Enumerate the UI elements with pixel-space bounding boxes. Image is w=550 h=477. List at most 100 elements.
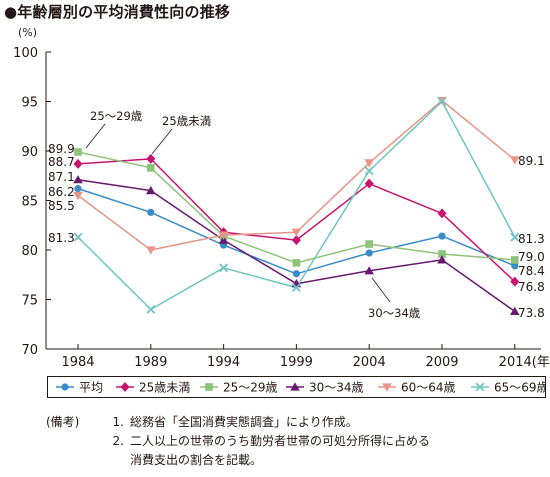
chart-axes: (%) 70 75 80 85 90 95 100 1984 1989 1994 1999 2004 20… — [13, 26, 550, 370]
data-point — [73, 191, 83, 201]
note-continuation: 消費支出の割合を記載。 — [130, 453, 263, 467]
notes: (備考) 1. 総務省「全国消費実態調査」により作成。 2. 二人以上の世帯のうち勤労… — [46, 413, 430, 470]
x-tick-label: 1999 — [280, 355, 313, 370]
data-point — [146, 153, 156, 164]
data-point — [365, 240, 373, 248]
data-point — [73, 232, 83, 242]
annotation-label: 25～29歳 — [90, 109, 143, 123]
data-point — [364, 166, 374, 176]
x-tick-label: 1989 — [134, 355, 167, 370]
data-point — [437, 208, 447, 219]
notes-heading: (備考) — [46, 415, 80, 429]
legend-label: 25歳未満 — [139, 381, 190, 395]
legend-marker — [382, 383, 392, 392]
annotation-label: 30～34歳 — [368, 306, 421, 320]
chart-annotations: 25～29歳 25歳未満 30～34歳 — [85, 109, 421, 320]
page-title: ●年齢層別の平均消費性向の推移 — [4, 3, 231, 21]
series-line — [77, 178, 516, 313]
data-point — [364, 159, 374, 168]
series-line — [77, 100, 516, 311]
legend-label: 65～69歳 — [494, 381, 545, 395]
y-tick-label: 85 — [21, 195, 38, 210]
legend-items: 平均 25歳未満 25～29歳 30～34歳 60～64歳 65～69歳 — [56, 381, 549, 395]
series-line — [77, 151, 515, 264]
data-point — [146, 186, 156, 195]
value-label-right: 78.4 — [518, 264, 545, 278]
annotation-label: 25歳未満 — [162, 114, 211, 128]
legend-marker — [475, 382, 485, 392]
value-label-left: 87.1 — [48, 170, 75, 184]
legend-marker — [120, 382, 130, 392]
data-point — [74, 185, 82, 193]
legend-label: 30～34歳 — [309, 381, 364, 395]
data-point — [438, 232, 446, 240]
x-tick-label: 1994 — [207, 355, 240, 370]
data-point — [510, 156, 520, 165]
data-point — [291, 235, 301, 246]
data-point — [511, 262, 519, 270]
data-point — [291, 283, 301, 293]
data-point — [147, 208, 155, 216]
x-tick-label: 2014(年) — [499, 355, 550, 370]
data-point — [73, 158, 83, 169]
annotation-leader — [371, 277, 391, 303]
chart-legend: 平均 25歳未満 25～29歳 30～34歳 60～64歳 65～69歳 — [47, 376, 549, 398]
data-point — [510, 306, 520, 315]
value-label-left: 88.7 — [48, 155, 75, 169]
data-point — [219, 263, 229, 273]
value-label-left: 81.3 — [48, 231, 75, 245]
x-tick-label: 2009 — [425, 355, 458, 370]
note-text: 二人以上の世帯のうち勤労者世帯の可処分所得に占める — [130, 434, 431, 448]
value-label-left: 85.5 — [48, 199, 75, 213]
legend-marker — [205, 383, 213, 391]
note-text: 総務省「全国消費実態調査」により作成。 — [130, 415, 358, 429]
data-point — [437, 255, 447, 264]
note-number: 2. — [112, 434, 124, 448]
annotation-leader — [151, 128, 173, 155]
y-tick-label: 95 — [21, 96, 38, 111]
data-point — [364, 266, 374, 275]
x-tick-label: 2004 — [353, 355, 386, 370]
value-label-left: 89.9 — [48, 142, 75, 156]
y-tick-label: 90 — [21, 145, 38, 160]
data-point — [437, 97, 447, 106]
note-row-1: (備考) 1. 総務省「全国消費実態調査」により作成。 — [46, 413, 430, 432]
chart-value-labels: 89.988.787.186.285.5 81.3 89.1 81.3 79.078.4… — [48, 142, 545, 320]
note-number: 1. — [112, 415, 124, 429]
legend-label: 25～29歳 — [223, 381, 278, 395]
value-label-left: 86.2 — [48, 185, 75, 199]
y-tick-label: 70 — [21, 343, 38, 358]
data-point — [510, 276, 520, 287]
legend-label: 60～64歳 — [401, 381, 456, 395]
y-tick-label: 100 — [13, 46, 38, 61]
data-point — [365, 249, 373, 257]
data-point — [291, 228, 302, 237]
legend-marker — [290, 382, 300, 391]
data-point — [147, 164, 155, 172]
legend-marker — [61, 383, 69, 391]
data-point — [364, 178, 374, 189]
data-point — [511, 256, 519, 264]
value-label-right: 76.8 — [518, 280, 545, 294]
data-point — [218, 231, 229, 240]
value-label-right: 79.0 — [518, 250, 545, 264]
y-tick-label: 75 — [21, 294, 38, 309]
note-row-2: 2. 二人以上の世帯のうち勤労者世帯の可処分所得に占める — [46, 432, 430, 451]
x-tick-label: 1984 — [61, 355, 94, 370]
value-label-right: 81.3 — [518, 232, 545, 246]
data-point — [292, 259, 301, 267]
value-label-right: 73.8 — [518, 306, 545, 320]
value-label-right: 89.1 — [518, 154, 545, 168]
legend-label: 平均 — [79, 381, 103, 395]
data-point — [73, 175, 83, 184]
y-unit-label: (%) — [18, 26, 37, 39]
data-point — [146, 246, 156, 255]
y-tick-label: 80 — [21, 244, 38, 259]
data-point — [438, 250, 446, 258]
data-point — [292, 270, 300, 278]
line-chart: (%) 70 75 80 85 90 95 100 1984 1989 1994 1999 2004 20… — [13, 26, 550, 370]
data-point — [146, 304, 156, 314]
data-point — [74, 148, 82, 156]
annotation-leader — [85, 123, 106, 149]
data-point — [510, 232, 520, 242]
